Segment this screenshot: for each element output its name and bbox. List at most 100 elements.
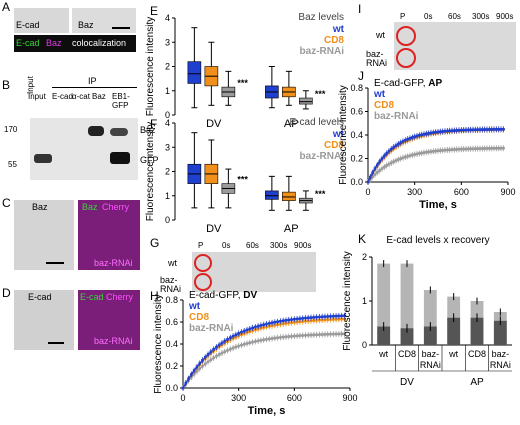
panel-letter-J: J xyxy=(358,69,364,83)
legend-wt: wt xyxy=(332,129,345,140)
fit-line-baz-RNAi xyxy=(367,147,505,183)
frap-row-wt-i: wt xyxy=(376,30,385,40)
y-tick-label-J: 0.8 xyxy=(350,83,363,93)
panel-letter-b: B xyxy=(2,78,11,92)
label-ecad-green: E-cad xyxy=(16,38,40,48)
frap-h-60-i: 60s xyxy=(448,12,461,21)
lane-labels: Input E-cad α-cat Baz EB1-GFP xyxy=(28,92,138,116)
micrograph-ecad-merge: E-cad Cherry baz-RNAi xyxy=(78,290,140,350)
bar-recovered-CD8 xyxy=(470,317,484,345)
legend-baz-RNAi: baz-RNAi xyxy=(300,151,345,162)
y-tick-label-E: 0 xyxy=(165,110,170,120)
y-tick-label-H: 0.2 xyxy=(165,361,178,371)
chart-title-K: E-cad levels x recovery xyxy=(386,235,489,246)
label-cherry-d: Cherry xyxy=(106,292,134,302)
group-label-DV: DV xyxy=(206,223,222,235)
label-ip: IP xyxy=(88,76,97,86)
chart-title-F: E-cad levels xyxy=(290,117,344,128)
panel-letter-i: I xyxy=(358,2,362,16)
x-axis-label-H: Time, s xyxy=(248,405,286,417)
significance-label: *** xyxy=(315,189,326,199)
band-label-gfp: GFP xyxy=(140,155,159,165)
frap-h-300: 300s xyxy=(270,241,288,250)
group-label-AP: AP xyxy=(284,223,299,235)
panel-letter-a: A xyxy=(2,0,11,14)
frap-row-baz-i: baz-RNAi xyxy=(366,49,388,68)
panel-letter-c: C xyxy=(2,196,11,210)
frap-row-baz-g: baz-RNAi xyxy=(160,275,182,294)
fit-line-CD8 xyxy=(182,318,347,389)
mw-55: 55 xyxy=(8,160,17,169)
band-gfp-eb1 xyxy=(110,152,130,164)
chart-title-J: E-cad-GFP, AP xyxy=(374,78,443,89)
micrograph-baz-gray: Baz xyxy=(14,200,74,270)
band-gfp-input xyxy=(34,154,52,163)
y-tick-label-F: 4 xyxy=(165,118,170,128)
y-tick-label-H: 0.0 xyxy=(165,383,178,393)
y-tick-label-H: 0.6 xyxy=(165,317,178,327)
bar-recovered-baz-RNAi xyxy=(423,326,437,345)
group-label-DV: DV xyxy=(206,118,222,130)
panel-letter-F: F xyxy=(150,117,157,131)
legend-baz-RNAi: baz-RNAi xyxy=(374,111,419,122)
frap-circle-baz-i xyxy=(396,48,416,68)
western-blot xyxy=(30,118,138,180)
box-wt xyxy=(187,61,202,84)
legend-CD8: CD8 xyxy=(374,100,394,111)
y-tick-label-K: 1 xyxy=(362,296,367,306)
y-tick-label-K: 2 xyxy=(362,252,367,262)
label-ecad-d: E-cad xyxy=(28,292,52,302)
box-CD8 xyxy=(282,191,296,201)
y-tick-label-K: 0 xyxy=(362,340,367,350)
mw-170: 170 xyxy=(4,125,18,134)
label-colocalization: colocalization xyxy=(72,38,127,48)
frap-h-0: 0s xyxy=(222,241,231,250)
micrograph-baz: Baz xyxy=(72,8,136,33)
fit-line-wt xyxy=(367,128,505,183)
y-axis-label-H: Fluorescence intensity xyxy=(153,294,164,394)
x-tick-label-J: 900 xyxy=(500,187,515,197)
band-baz-lane-baz xyxy=(88,126,104,136)
lane-acat-label: α-cat xyxy=(72,92,90,101)
frap-strip-i xyxy=(394,22,516,70)
bar-recovered-baz-RNAi xyxy=(493,320,507,345)
panel-letter-g: G xyxy=(150,236,160,250)
x-tick-label-H: 300 xyxy=(231,393,246,403)
lane-baz-label: Baz xyxy=(92,92,106,101)
frap-row-wt-g: wt xyxy=(168,258,177,268)
y-tick-label-J: 0.0 xyxy=(350,177,363,187)
scale-bar xyxy=(46,262,64,264)
y-tick-label-H: 0.8 xyxy=(165,295,178,305)
y-axis-label-J: Fluorescence intensity xyxy=(338,85,349,185)
category-label-baz-RNAi: RNAi xyxy=(420,360,441,370)
label-cherry: Cherry xyxy=(102,202,130,212)
frap-h-300-i: 300s xyxy=(472,12,490,21)
category-label-baz-RNAi: RNAi xyxy=(490,360,511,370)
micrograph-baz-merge: Baz Cherry baz-RNAi xyxy=(78,200,140,270)
bar-total-CD8 xyxy=(400,263,414,345)
legend-baz-RNAi: baz-RNAi xyxy=(300,46,345,57)
label-baz-rnai-c: baz-RNAi xyxy=(94,258,133,268)
legend-wt: wt xyxy=(373,89,386,100)
group-label-AP: AP xyxy=(470,377,484,388)
y-tick-label-H: 0.4 xyxy=(165,339,178,349)
box-wt xyxy=(265,190,279,200)
y-axis-label-F: Fluorescence intensity xyxy=(145,122,156,222)
fit-line-baz-RNAi xyxy=(182,333,347,389)
legend-CD8: CD8 xyxy=(189,312,209,323)
category-label-wt: wt xyxy=(448,349,458,359)
legend-wt: wt xyxy=(332,24,345,35)
frap-header-i: P 0s 60s 300s 900s xyxy=(396,12,518,22)
label-baz-c: Baz xyxy=(32,202,48,212)
panel-letter-K: K xyxy=(358,232,366,246)
frap-circle-baz xyxy=(194,273,212,291)
significance-label: *** xyxy=(237,78,248,88)
scale-bar xyxy=(48,342,64,344)
label-baz-rnai-d: baz-RNAi xyxy=(94,336,133,346)
frap-circle-wt xyxy=(194,254,212,272)
chart-title-bold-J: AP xyxy=(428,78,442,89)
frap-h-0-i: 0s xyxy=(424,12,433,21)
micrograph-ecad: E-cad xyxy=(14,8,69,33)
chart-title-H: E-cad-GFP, DV xyxy=(189,290,258,301)
